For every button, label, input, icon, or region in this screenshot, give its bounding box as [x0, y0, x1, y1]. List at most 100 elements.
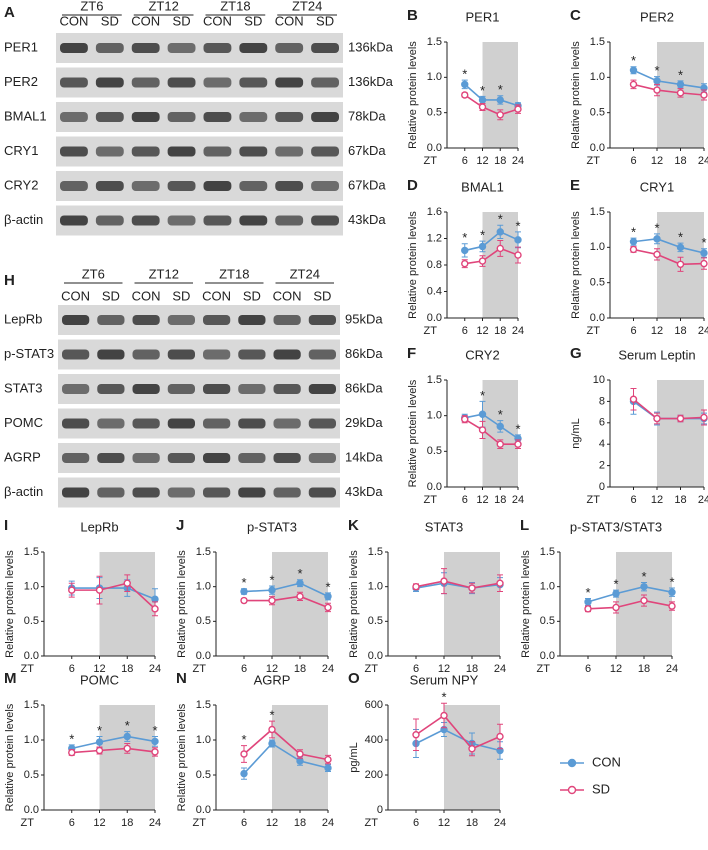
- blot-band: [62, 453, 90, 463]
- x-axis-label: ZT: [365, 817, 379, 829]
- significance-marker: *: [241, 732, 246, 747]
- data-point: [324, 764, 332, 772]
- data-point: [700, 91, 708, 99]
- blot-band: [203, 181, 232, 191]
- chart-title: p-STAT3/STAT3: [570, 519, 662, 534]
- blot-band: [203, 349, 231, 360]
- y-tick-label: 1.2: [427, 232, 442, 244]
- y-tick-label: 0.5: [24, 769, 39, 781]
- chart-title: STAT3: [425, 519, 464, 534]
- y-tick-label: 6: [599, 417, 605, 429]
- data-point: [151, 748, 159, 756]
- x-tick-label: 18: [494, 155, 506, 167]
- data-point: [123, 732, 131, 741]
- data-point: [478, 257, 487, 265]
- x-tick-label: 12: [93, 817, 105, 829]
- protein-label: STAT3: [4, 380, 43, 395]
- blot-band: [275, 77, 304, 88]
- y-tick-label: 1.0: [427, 71, 442, 83]
- x-tick-label: 12: [438, 817, 450, 829]
- protein-label: BMAL1: [4, 108, 47, 123]
- data-point: [240, 596, 248, 605]
- panel-letter: O: [348, 670, 360, 687]
- data-point: [676, 80, 685, 89]
- series-line: [71, 582, 156, 610]
- data-point: [496, 579, 504, 587]
- blot-band: [132, 418, 160, 429]
- size-label: 78kDa: [348, 108, 386, 123]
- y-tick-label: 0.0: [590, 312, 605, 324]
- significance-marker: *: [678, 230, 683, 245]
- blot-band: [203, 112, 232, 122]
- protein-label: PER1: [4, 39, 38, 54]
- condition-label: SD: [316, 13, 334, 28]
- blot-band: [275, 215, 304, 226]
- y-tick-label: 0.5: [540, 615, 555, 627]
- significance-marker: *: [585, 585, 590, 600]
- series-line: [633, 238, 705, 254]
- significance-marker: *: [69, 731, 74, 746]
- y-axis-label: Relative protein levels: [348, 550, 360, 658]
- x-tick-label: 18: [494, 325, 506, 337]
- blot-band: [273, 453, 301, 463]
- blot-band: [239, 112, 268, 122]
- data-point: [496, 111, 504, 119]
- y-tick-label: 0.0: [427, 481, 442, 493]
- panel-letter: G: [570, 345, 582, 362]
- x-axis-label: ZT: [21, 663, 35, 675]
- protein-label: β-actin: [4, 484, 43, 499]
- blot-band: [311, 146, 339, 157]
- blot-band: [238, 487, 266, 498]
- y-tick-label: 0.5: [368, 615, 383, 627]
- data-point: [95, 738, 104, 746]
- blot-band: [95, 112, 124, 122]
- y-tick-label: 1.5: [196, 699, 211, 711]
- blot-band: [167, 453, 195, 463]
- dark-phase-shade: [482, 42, 518, 148]
- x-tick-label: 24: [698, 494, 708, 506]
- protein-label: CRY2: [4, 177, 38, 192]
- data-point: [676, 89, 685, 97]
- blot-band: [308, 349, 336, 360]
- chart-title: Serum Leptin: [618, 347, 695, 362]
- x-tick-label: 6: [462, 494, 468, 506]
- significance-marker: *: [462, 230, 467, 245]
- x-tick-label: 12: [266, 663, 278, 675]
- x-tick-label: 24: [512, 325, 524, 337]
- blot-band: [203, 315, 231, 325]
- y-tick-label: 1.0: [590, 71, 605, 83]
- y-tick-label: 1.5: [24, 546, 39, 558]
- significance-marker: *: [480, 83, 485, 98]
- x-tick-label: 24: [698, 155, 708, 167]
- blot-band: [275, 181, 304, 191]
- condition-label: SD: [173, 13, 191, 28]
- data-point: [700, 413, 708, 422]
- condition-label: CON: [131, 13, 160, 28]
- y-axis-label: Relative protein levels: [407, 211, 419, 319]
- x-tick-label: 6: [462, 155, 468, 167]
- x-axis-label: ZT: [537, 663, 551, 675]
- chart-title: AGRP: [254, 672, 291, 687]
- condition-label: CON: [203, 13, 232, 28]
- x-tick-label: 24: [494, 817, 506, 829]
- size-label: 29kDa: [345, 415, 383, 430]
- blot-band: [239, 146, 268, 157]
- significance-marker: *: [498, 407, 503, 422]
- blot-band: [275, 43, 304, 53]
- chart-title: Serum NPY: [410, 672, 479, 687]
- blot-band: [131, 112, 160, 122]
- x-tick-label: 6: [241, 817, 247, 829]
- significance-marker: *: [152, 723, 157, 738]
- y-axis-label: pg/mL: [348, 742, 360, 773]
- series-line: [71, 747, 156, 754]
- y-tick-label: 0.5: [427, 445, 442, 457]
- data-point: [668, 588, 676, 596]
- legend-marker: [567, 758, 577, 768]
- significance-marker: *: [462, 67, 467, 82]
- y-tick-label: 0.0: [590, 142, 605, 154]
- size-label: 86kDa: [345, 346, 383, 361]
- data-point: [584, 605, 592, 613]
- blot-band: [203, 384, 231, 394]
- significance-marker: *: [125, 718, 130, 733]
- x-axis-label: ZT: [365, 663, 379, 675]
